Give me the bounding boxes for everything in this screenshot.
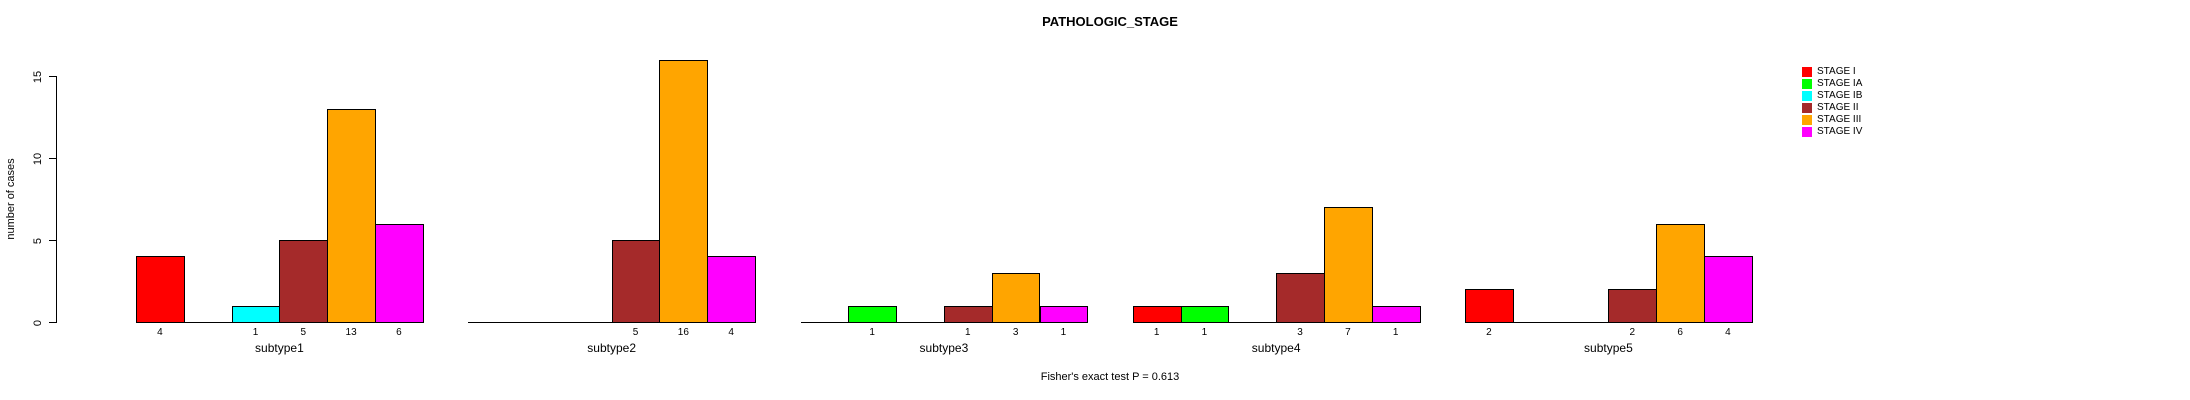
- y-tick-label: 10: [32, 152, 44, 165]
- bar-value-label: 13: [345, 327, 357, 338]
- bar-value-label: 6: [1677, 327, 1683, 338]
- y-tick-label: 15: [32, 70, 44, 83]
- bar: [136, 256, 185, 323]
- bar: [848, 305, 898, 323]
- bar: [1180, 305, 1230, 323]
- annotation-text: Fisher's exact test P = 0.613: [1040, 371, 1180, 383]
- bar: [327, 108, 376, 323]
- bar: [659, 59, 709, 323]
- bar-value-label: 2: [1486, 327, 1492, 338]
- bar: [991, 272, 1041, 323]
- bar-value-label: 3: [1297, 327, 1303, 338]
- bar: [231, 305, 281, 323]
- y-tick: [49, 240, 56, 241]
- bar: [707, 256, 757, 323]
- category-label: subtype4: [1251, 341, 1301, 355]
- bar: [1132, 305, 1182, 323]
- bar: [1323, 207, 1373, 323]
- bar-value-label: 6: [396, 327, 402, 338]
- bar: [1276, 272, 1325, 323]
- chart-title: PATHOLOGIC_STAGE: [1042, 14, 1178, 29]
- bar: [1704, 256, 1753, 323]
- y-tick-label: 0: [32, 319, 44, 326]
- bar-value-label: 1: [869, 327, 875, 338]
- bar: [1656, 223, 1705, 323]
- bar-value-label: 1: [252, 327, 259, 338]
- legend-swatch: [1802, 91, 1812, 101]
- bar-value-label: 5: [632, 327, 639, 338]
- bar-value-label: 1: [1153, 327, 1160, 338]
- category-label: subtype1: [255, 341, 304, 355]
- bar-value-label: 2: [1629, 327, 1636, 338]
- bar-value-label: 16: [677, 327, 689, 338]
- legend-swatch: [1802, 127, 1812, 137]
- bar-value-label: 1: [1060, 327, 1067, 338]
- legend-swatch: [1802, 79, 1812, 89]
- category-label: subtype3: [919, 341, 969, 355]
- bar: [279, 240, 329, 323]
- y-axis-title: number of cases: [5, 158, 17, 240]
- y-tick: [49, 322, 56, 323]
- legend-label: STAGE II: [1817, 102, 1859, 113]
- category-label: subtype5: [1584, 341, 1633, 355]
- bar-value-label: 4: [728, 327, 734, 338]
- y-tick-label: 5: [32, 237, 44, 244]
- y-tick: [49, 158, 56, 159]
- bar: [943, 305, 993, 323]
- bar: [375, 223, 424, 323]
- bar-value-label: 1: [1201, 327, 1208, 338]
- bar-value-label: 4: [157, 327, 163, 338]
- legend-swatch: [1802, 103, 1812, 113]
- bar-value-label: 4: [1725, 327, 1731, 338]
- y-tick: [49, 76, 56, 77]
- bar-value-label: 3: [1012, 327, 1019, 338]
- category-label: subtype2: [587, 341, 636, 355]
- bar-value-label: 7: [1345, 327, 1351, 338]
- legend-label: STAGE IA: [1817, 78, 1863, 89]
- legend-swatch: [1802, 67, 1812, 77]
- legend-label: STAGE I: [1817, 66, 1856, 77]
- legend-label: STAGE IB: [1817, 90, 1863, 101]
- bar-value-label: 1: [1392, 327, 1399, 338]
- legend-label: STAGE IV: [1817, 126, 1863, 137]
- bar: [1465, 289, 1514, 323]
- bar-value-label: 5: [300, 327, 307, 338]
- legend-label: STAGE III: [1817, 114, 1862, 125]
- bar: [1039, 305, 1089, 323]
- bar: [1608, 289, 1658, 323]
- bar: [1371, 305, 1421, 323]
- bar: [611, 240, 661, 323]
- bar-value-label: 1: [965, 327, 971, 338]
- y-axis-line: [56, 76, 57, 323]
- legend-swatch: [1802, 115, 1812, 125]
